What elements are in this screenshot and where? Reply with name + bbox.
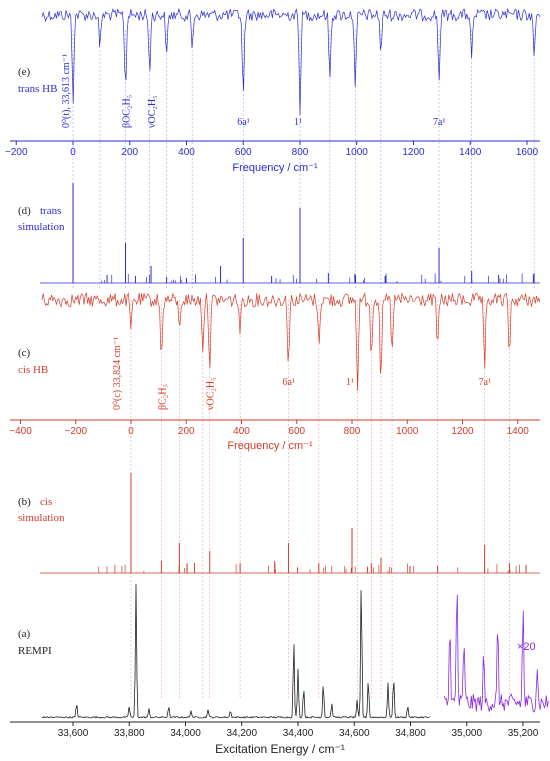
- spectrum-line: [41, 7, 541, 116]
- trans-hb-trace: [41, 7, 541, 116]
- rempi-trace: [41, 583, 431, 719]
- axis-tick-label: 400: [233, 426, 250, 437]
- peak-annotation: 0⁰(t), 33,613 cm⁻¹: [61, 54, 72, 128]
- axis-tick-label: 1600: [516, 147, 539, 158]
- rempi-x20-trace: [443, 594, 549, 713]
- panel-e: 0⁰(t), 33,613 cm⁻¹ βOC₂H₅ νOC₂H₅ 6a¹ 1¹ 7a¹ (…: [5, 7, 541, 174]
- axis-tick-label: 1000: [396, 426, 419, 437]
- axis-tick-label: 1200: [451, 426, 474, 437]
- peak-annotation: 1¹: [294, 117, 302, 128]
- spectrum-line: [443, 594, 549, 713]
- peak-annotation: 7a¹: [479, 377, 491, 388]
- peak-annotation: 6a¹: [237, 117, 249, 128]
- axis-tick-label: 33,600: [58, 728, 89, 739]
- panel-b-label-line2: simulation: [18, 512, 65, 524]
- axis-tick-label: −200: [5, 147, 28, 158]
- axis-tick-label: 0: [70, 147, 76, 158]
- panel-c-label: cis HB: [18, 364, 48, 376]
- axis-tick-label: 34,600: [339, 728, 370, 739]
- peak-annotation: 7a¹: [433, 117, 445, 128]
- axis-tick-label: −400: [9, 426, 32, 437]
- panel-b: (b) cis simulation: [18, 473, 540, 574]
- trans-hb-annotations: 0⁰(t), 33,613 cm⁻¹ βOC₂H₅ νOC₂H₅ 6a¹ 1¹ 7a¹: [61, 54, 445, 128]
- panel-d-label-line2: simulation: [18, 221, 65, 233]
- panel-e-label: trans HB: [18, 83, 57, 95]
- panel-e-letter: (e): [18, 66, 31, 78]
- axis-tick-label: 400: [178, 147, 195, 158]
- axis-tick-label: 34,200: [226, 728, 257, 739]
- axis-tick-label: 1000: [346, 147, 369, 158]
- peak-annotation: 0⁰(c) 33,824 cm⁻¹: [112, 337, 123, 410]
- axis-tick-label: 600: [288, 426, 305, 437]
- axis-tick-label: 0: [128, 426, 134, 437]
- excitation-energy-axis: 33,600 33,800 34,000 34,200 34,400 34,600 34,8…: [10, 721, 540, 739]
- axis-tick-label: 800: [292, 147, 309, 158]
- peak-annotation: 6a¹: [282, 377, 294, 388]
- axis-tick-label: −200: [64, 426, 87, 437]
- peak-annotation: βC₂H₅: [157, 384, 168, 410]
- axis-tick-label: 1200: [402, 147, 425, 158]
- cis-hb-annotations: 0⁰(c) 33,824 cm⁻¹ βC₂H₅ νOC₂H₅ 6a¹ 1¹ 7a¹: [112, 337, 491, 410]
- axis-tick-label: 33,800: [114, 728, 145, 739]
- panel-c: 0⁰(c) 33,824 cm⁻¹ βC₂H₅ νOC₂H₅ 6a¹ 1¹ 7a¹ (c)…: [9, 291, 541, 452]
- axis-tick-label: 600: [235, 147, 252, 158]
- peak-annotation: βOC₂H₅: [121, 95, 132, 128]
- axis-tick-label: 1400: [507, 426, 530, 437]
- peak-annotation: 1¹: [346, 377, 354, 388]
- axis-tick-label: 35,200: [508, 728, 539, 739]
- x20-scale-note: ×20: [517, 641, 536, 653]
- spectrum-line: [41, 583, 431, 719]
- spectrum-line: [41, 291, 541, 392]
- cis-simulation-sticks: [40, 473, 540, 574]
- panel-b-letter: (b): [18, 496, 31, 508]
- axis-tick-label: 34,800: [395, 728, 426, 739]
- peak-annotation: νOC₂H₅: [206, 377, 217, 410]
- axis-tick-label: 1400: [459, 147, 482, 158]
- cis-hb-trace: [41, 291, 541, 392]
- axis-tick-label: 34,000: [170, 728, 201, 739]
- cis-frequency-axis: −400 −200 0 200 400 600 800 1000 1200 1400: [9, 419, 540, 437]
- panel-a-letter: (a): [18, 628, 31, 640]
- panel-d: (d) trans simulation: [18, 183, 540, 284]
- peak-annotation: νOC₂H₅: [147, 95, 158, 128]
- excitation-energy-axis-label: Excitation Energy / cm⁻¹: [215, 742, 345, 756]
- panel-d-label-line1: trans: [40, 205, 61, 217]
- cis-frequency-axis-label: Frequency / cm⁻¹: [227, 440, 313, 452]
- vertical-guide-lines: [72, 30, 535, 700]
- axis-tick-label: 200: [121, 147, 138, 158]
- trans-frequency-axis: −200 0 200 400 600 800 1000 1200 1400 1600: [5, 140, 540, 158]
- axis-tick-label: 34,400: [283, 728, 314, 739]
- panel-a-label: REMPI: [18, 645, 52, 657]
- trans-simulation-sticks: [40, 183, 540, 284]
- axis-tick-label: 200: [178, 426, 195, 437]
- panel-b-label-line1: cis: [40, 496, 52, 508]
- axis-tick-label: 35,000: [451, 728, 482, 739]
- panel-c-letter: (c): [18, 347, 31, 359]
- panel-d-letter: (d): [18, 205, 31, 217]
- axis-tick-label: 800: [344, 426, 361, 437]
- panel-a: (a) REMPI ×20 33,600 33,800 34,000 34,200 34…: [10, 583, 549, 756]
- trans-frequency-axis-label: Frequency / cm⁻¹: [232, 162, 318, 174]
